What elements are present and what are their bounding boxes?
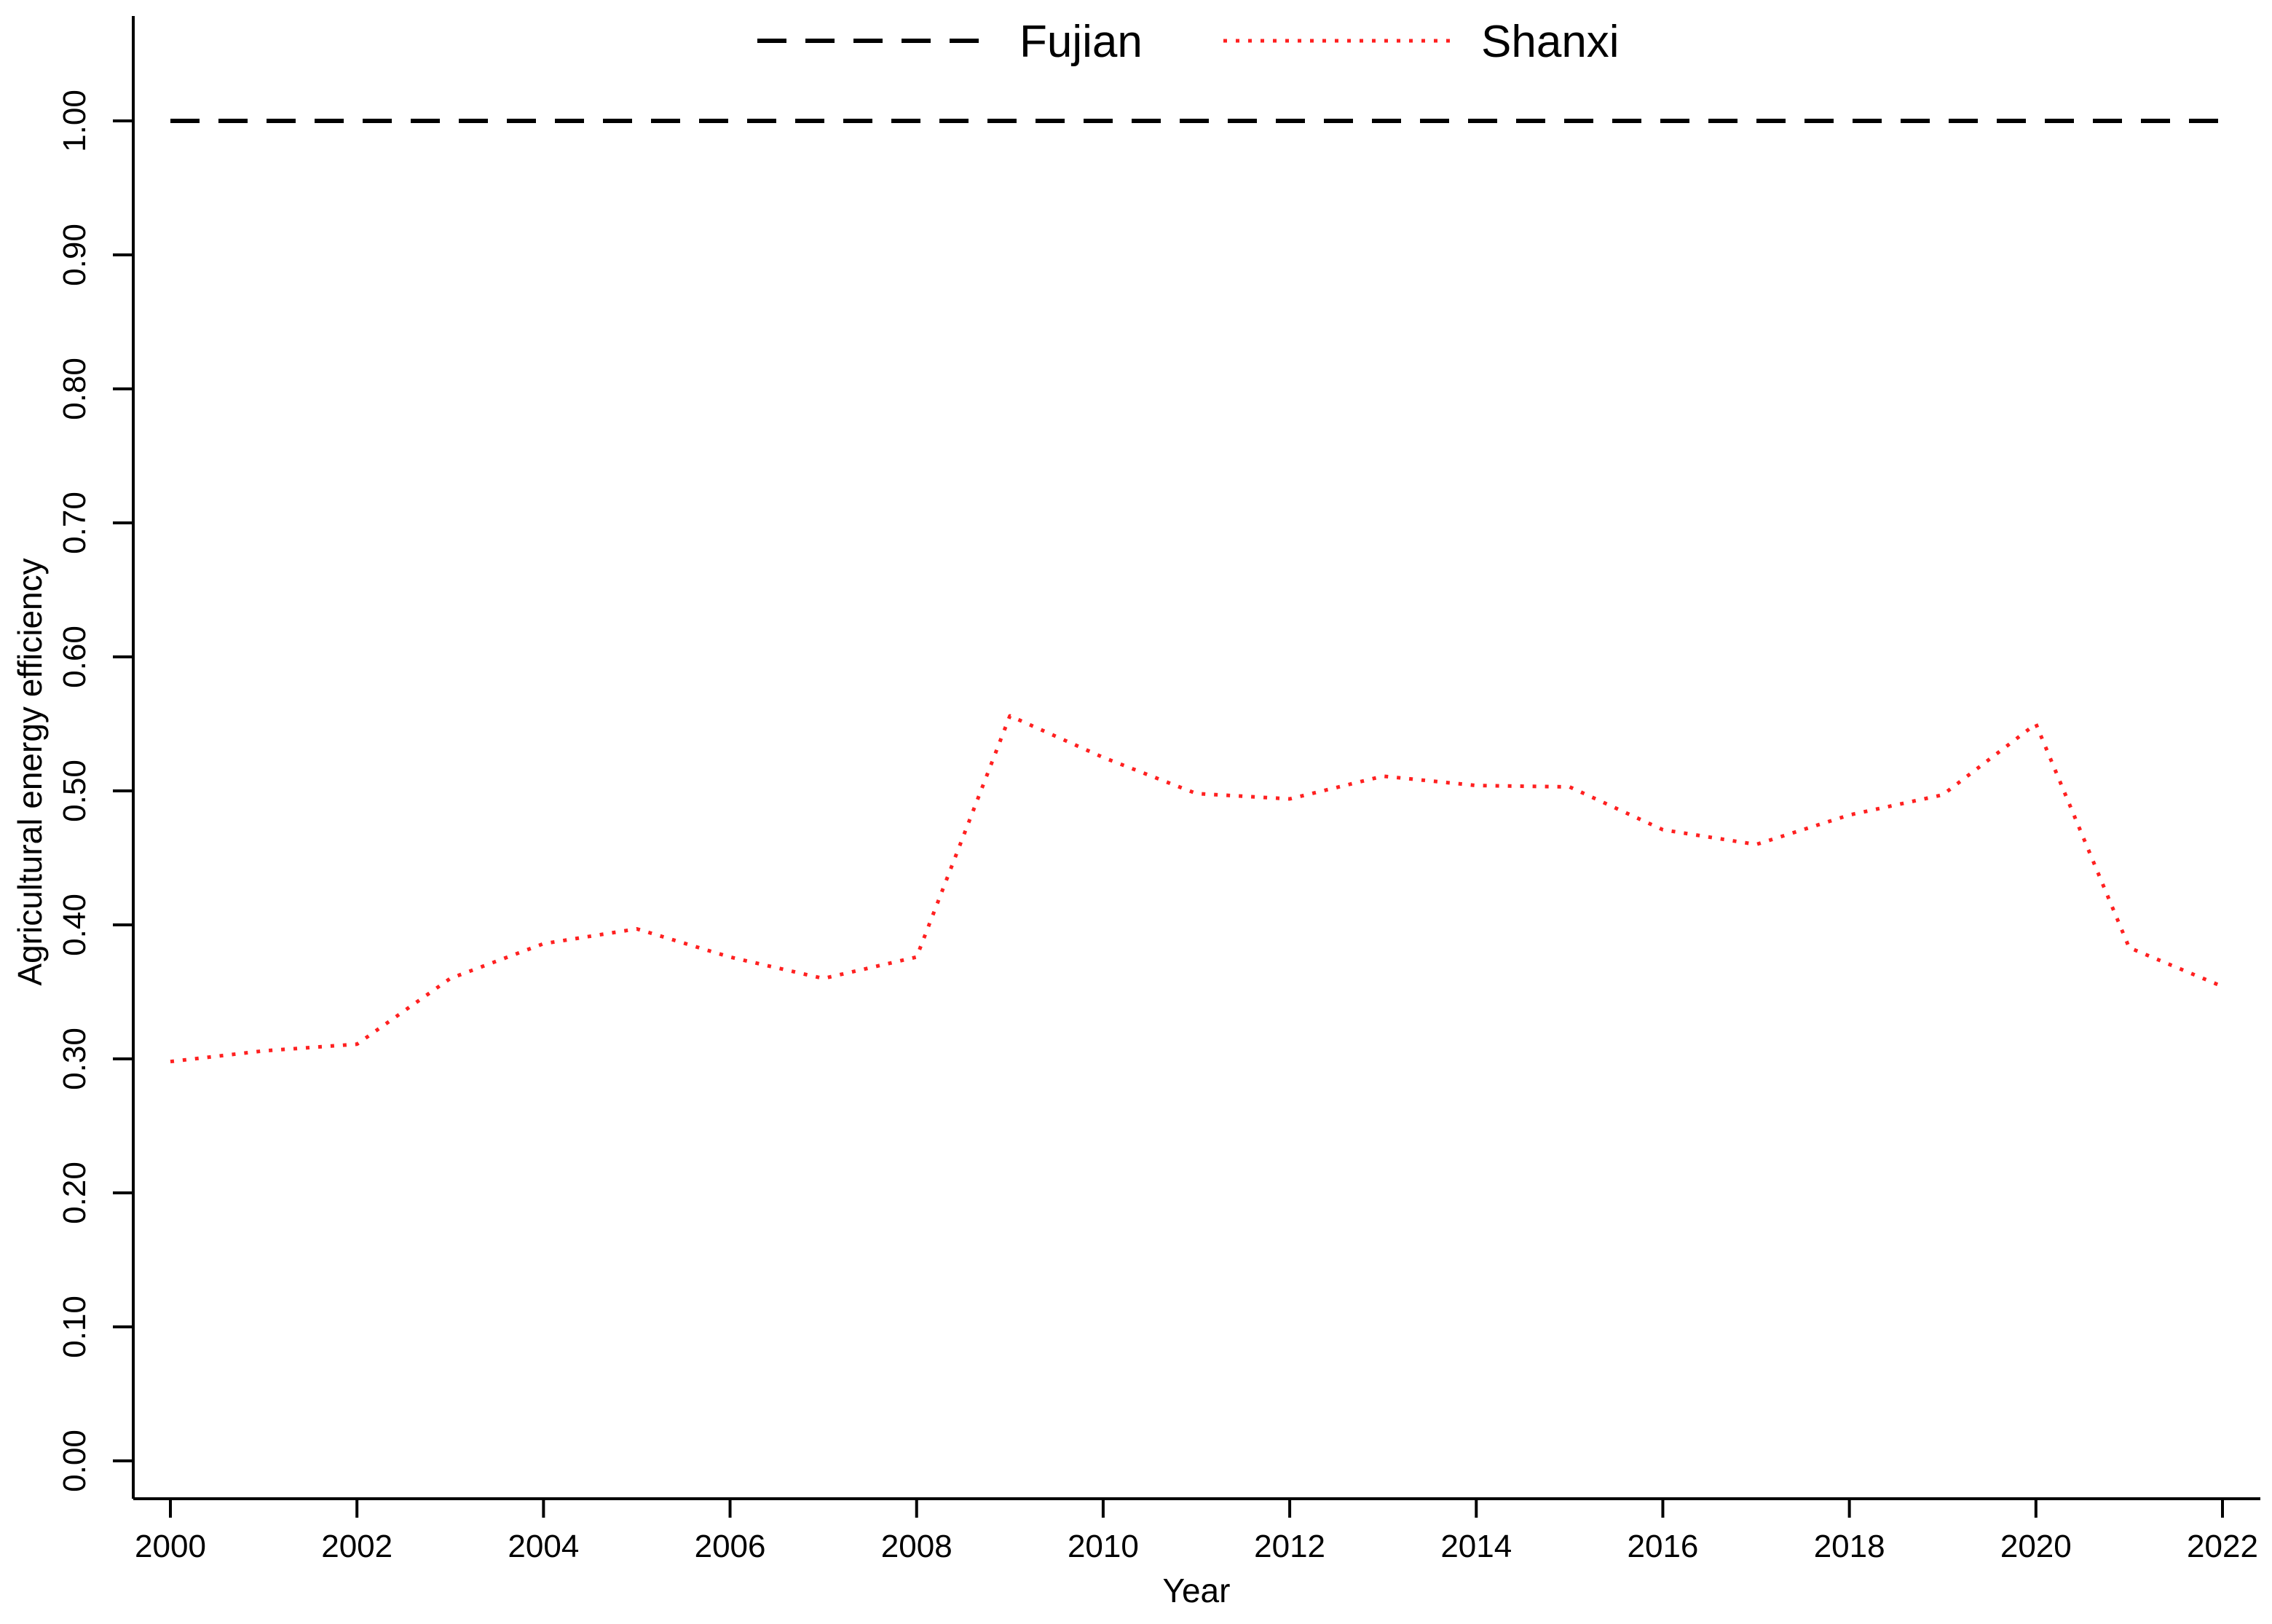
y-tick-label: 0.40 (57, 894, 92, 956)
x-tick-label: 2016 (1628, 1529, 1699, 1564)
y-tick-label: 0.00 (57, 1430, 92, 1492)
y-tick-label: 0.80 (57, 358, 92, 420)
y-tick-label: 0.10 (57, 1296, 92, 1358)
x-axis-ticks: 2000 2002 2004 2006 2008 2010 2012 2014 2016 2018… (135, 1499, 2258, 1564)
legend-label-shanxi: Shanxi (1481, 17, 1620, 67)
y-axis-title: Agricultural energy efficiency (11, 558, 49, 985)
y-tick-label: 0.60 (57, 626, 92, 688)
x-tick-label: 2010 (1068, 1529, 1139, 1564)
y-tick-label: 0.20 (57, 1162, 92, 1224)
axes (132, 16, 2260, 1500)
x-tick-label: 2014 (1440, 1529, 1512, 1564)
y-tick-label: 0.50 (57, 760, 92, 822)
x-tick-label: 2004 (508, 1529, 579, 1564)
legend: Fujian Shanxi (757, 17, 1620, 67)
y-tick-label: 0.90 (57, 224, 92, 286)
y-axis-ticks: 0.00 0.10 0.20 0.30 0.40 0.50 0.60 0.70 0.80 0.90… (57, 90, 133, 1492)
x-tick-label: 2000 (135, 1529, 206, 1564)
x-tick-label: 2018 (1814, 1529, 1885, 1564)
series-layer (170, 119, 2223, 1064)
x-tick-label: 2012 (1254, 1529, 1325, 1564)
x-tick-label: 2008 (881, 1529, 952, 1564)
x-axis-title: Year (1163, 1572, 1231, 1609)
x-tick-label: 2002 (321, 1529, 393, 1564)
legend-label-fujian: Fujian (1019, 17, 1143, 67)
x-tick-label: 2022 (2187, 1529, 2258, 1564)
series-line-shanxi (170, 714, 2223, 1064)
x-tick-label: 2020 (2000, 1529, 2072, 1564)
y-tick-label: 0.30 (57, 1028, 92, 1090)
y-tick-label: 0.70 (57, 492, 92, 554)
x-tick-label: 2006 (695, 1529, 766, 1564)
y-tick-label: 1.00 (57, 90, 92, 152)
